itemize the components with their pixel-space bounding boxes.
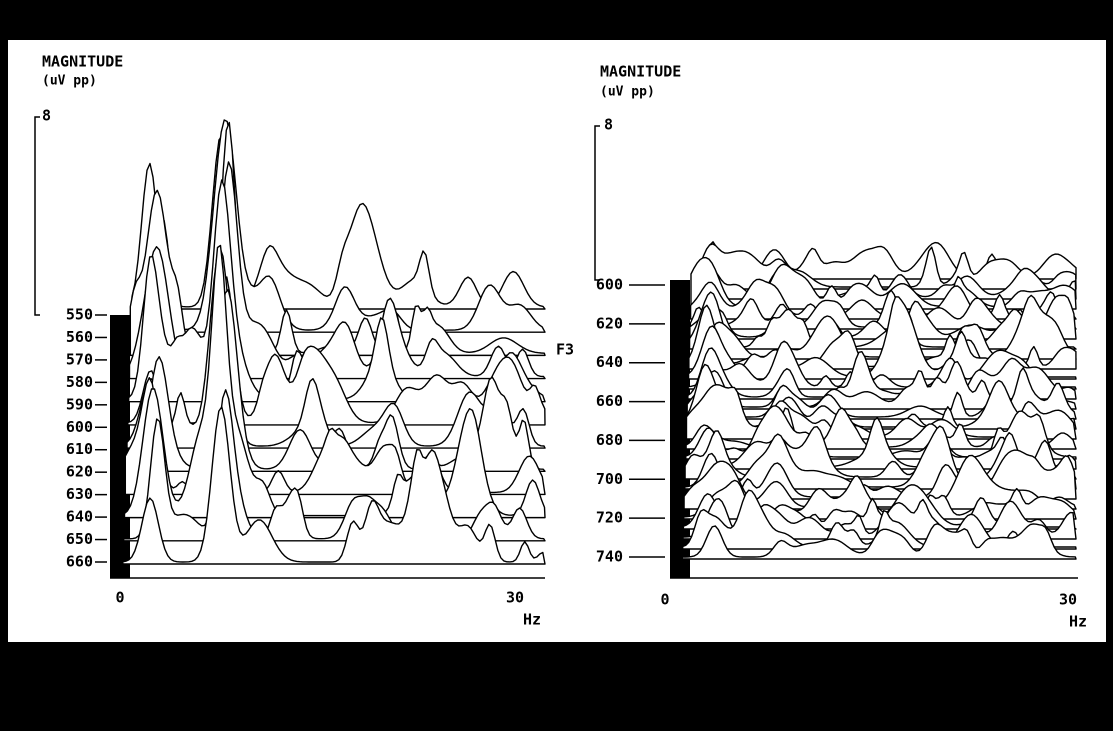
x-unit: Hz [1069, 613, 1087, 631]
spectrum-trace [681, 523, 1077, 560]
row-label: 580 [66, 373, 93, 391]
row-label: 610 [66, 440, 93, 458]
row-label: 720 [596, 509, 623, 527]
x-end: 30 [1059, 591, 1077, 609]
spectrum-trace [688, 291, 1077, 350]
x-start: 0 [115, 589, 124, 607]
spectra [681, 241, 1077, 560]
y-label: MAGNITUDE [600, 63, 681, 81]
row-label: 660 [66, 553, 93, 571]
x-unit: Hz [523, 611, 541, 629]
panel-left: MAGNITUDE (uV pp) 8 0 30 Hz F3 550 560 570… [34, 53, 574, 629]
scale-bracket [594, 125, 600, 281]
y-unit: (uV pp) [600, 85, 655, 100]
row-label: 590 [66, 395, 93, 413]
row-label: 650 [66, 530, 93, 548]
row-label: 740 [596, 548, 623, 566]
scale-bracket [34, 116, 40, 316]
scale-max: 8 [42, 107, 51, 125]
panel-right: MAGNITUDE (uV pp) 8 0 30 Hz 600 620 640 660… [594, 63, 1087, 631]
scale-max: 8 [604, 116, 613, 134]
row-label: 630 [66, 485, 93, 503]
y-unit: (uV pp) [42, 74, 97, 89]
channel: F3 [556, 341, 574, 359]
row-label: 620 [66, 463, 93, 481]
row-label: 680 [596, 431, 623, 449]
row-label: 700 [596, 470, 623, 488]
row-label: 600 [66, 418, 93, 436]
row-label: 570 [66, 350, 93, 368]
row-label: 600 [596, 276, 623, 294]
x-start: 0 [660, 591, 669, 609]
x-end: 30 [506, 589, 524, 607]
spectra [122, 119, 546, 565]
row-label: 640 [66, 508, 93, 526]
row-label: 560 [66, 328, 93, 346]
row-label: 660 [596, 392, 623, 410]
row-label: 550 [66, 306, 93, 324]
spectrum-trace [122, 406, 546, 565]
row-label: 640 [596, 353, 623, 371]
y-label: MAGNITUDE [42, 53, 123, 71]
row-label: 620 [596, 314, 623, 332]
